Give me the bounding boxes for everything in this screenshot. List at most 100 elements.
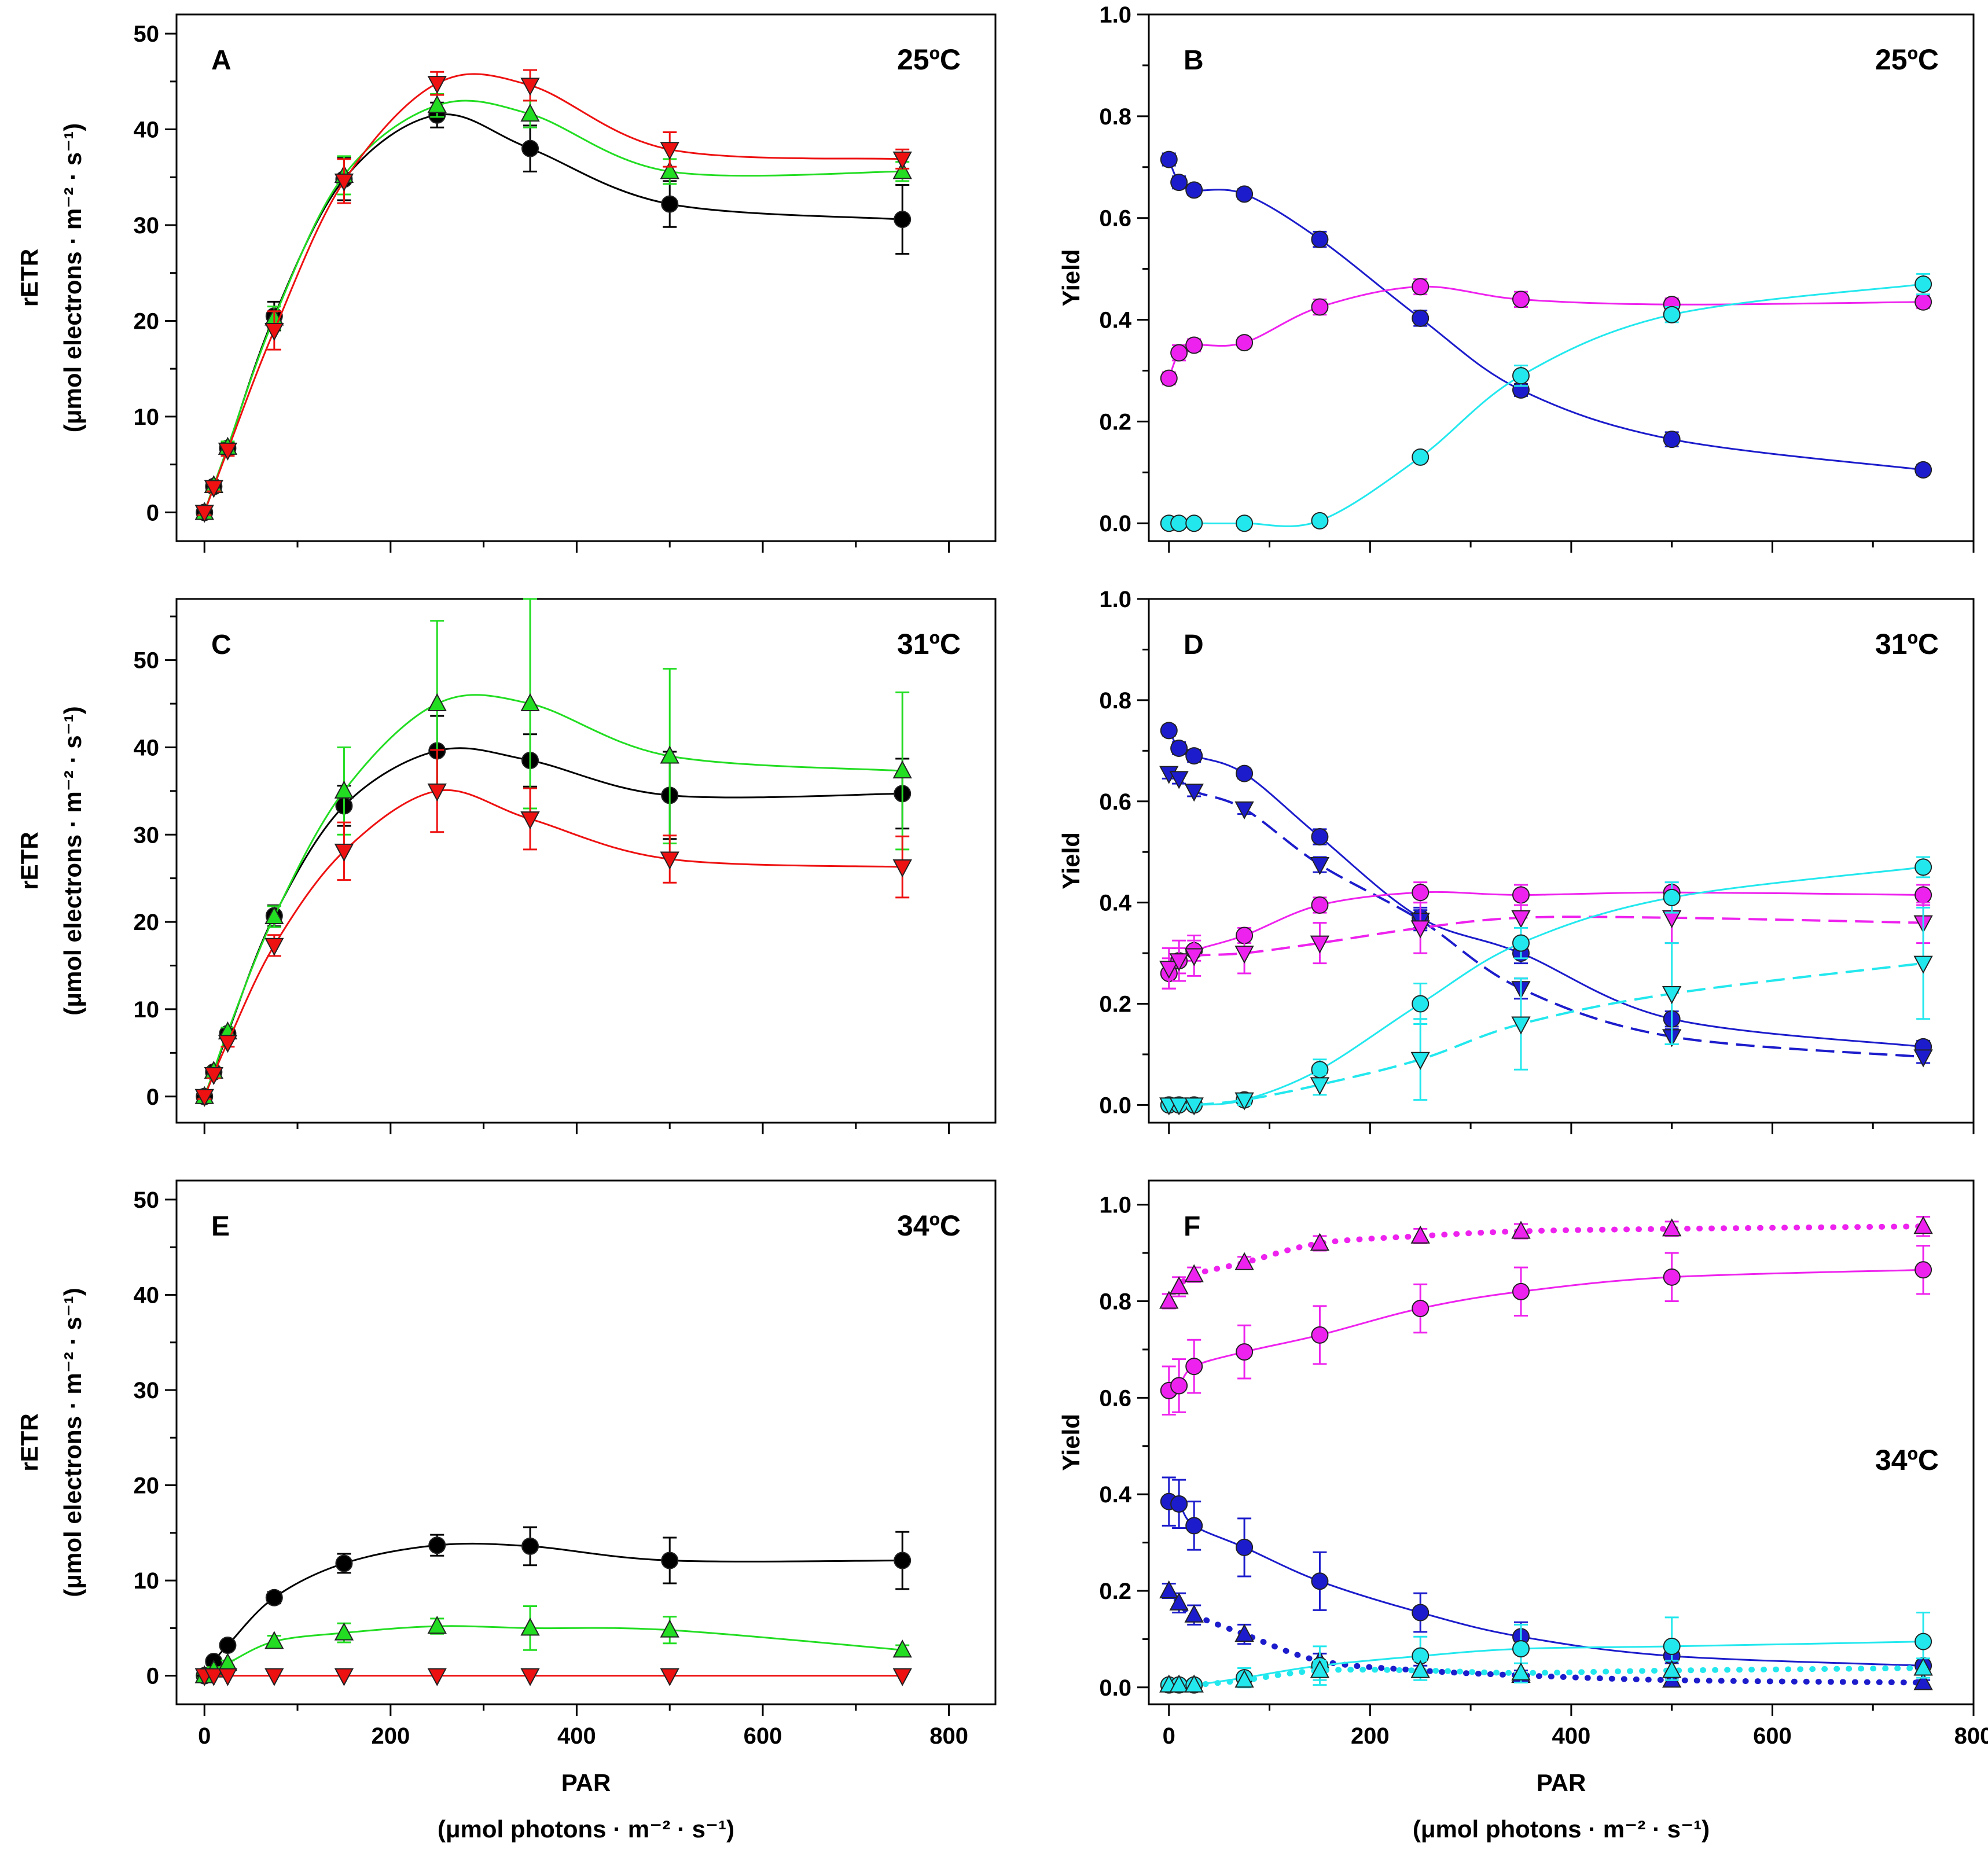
y-axis-title: rETR	[16, 832, 43, 889]
series-line	[1168, 962, 1924, 1107]
data-point	[1914, 293, 1932, 311]
data-point	[1662, 1660, 1682, 1678]
data-point	[1663, 1268, 1681, 1286]
y-tick-label: 0.8	[1099, 688, 1131, 714]
data-point	[204, 1067, 223, 1086]
data-point	[660, 161, 679, 179]
data-point	[1914, 886, 1932, 904]
data-point	[520, 103, 540, 122]
data-point	[894, 1552, 912, 1569]
x-tick-label: 800	[1954, 1723, 1988, 1749]
data-point	[1234, 1092, 1254, 1111]
data-point	[1236, 1343, 1254, 1361]
data-point	[1185, 1517, 1203, 1535]
y-tick-label: 0.2	[1099, 1579, 1131, 1604]
y-tick-label: 0.6	[1099, 789, 1131, 815]
data-point	[1311, 298, 1329, 316]
data-point	[1512, 1640, 1530, 1658]
x-tick-label: 400	[1552, 1723, 1591, 1749]
data-point	[1185, 1358, 1203, 1376]
data-point	[1169, 771, 1189, 789]
data-point	[1512, 291, 1530, 308]
data-point	[427, 95, 447, 113]
data-point	[1170, 1495, 1188, 1513]
y-axis-title: Yield	[1057, 832, 1085, 889]
y-tick-label: 10	[134, 997, 160, 1023]
x-tick-label: 600	[1753, 1723, 1792, 1749]
data-point	[1410, 920, 1430, 939]
y-axis-title: Yield	[1057, 249, 1085, 307]
y-axis-title: Yield	[1057, 1414, 1085, 1471]
data-point	[1511, 910, 1531, 928]
y-tick-label: 0.0	[1099, 1675, 1131, 1701]
data-point	[194, 505, 214, 523]
panel-c: 0 10 20 30 40 50 rETR (μmol electrons · m⁻² · s…	[16, 598, 997, 1134]
data-point	[218, 1035, 238, 1053]
x-tick-label: 0	[198, 1723, 211, 1749]
data-point	[1913, 1216, 1933, 1234]
data-point	[520, 693, 540, 711]
y-tick-label: 1.0	[1099, 2, 1131, 28]
y-tick-label: 30	[134, 213, 160, 238]
data-point	[334, 1668, 354, 1686]
y-tick-label: 50	[134, 648, 160, 674]
data-point	[1310, 1077, 1330, 1095]
data-point	[1159, 1291, 1179, 1309]
series-d-6	[1159, 906, 1933, 1116]
x-axis-units: (μmol photons · m⁻² · s⁻¹)	[1413, 1815, 1710, 1843]
data-point	[1234, 1623, 1254, 1642]
data-point	[520, 1617, 540, 1636]
y-tick-label: 40	[134, 117, 160, 143]
data-point	[660, 745, 679, 764]
panel-d-frame	[1148, 598, 1975, 1124]
data-point	[1511, 1220, 1531, 1239]
data-point	[1184, 1604, 1204, 1623]
panel-letter: A	[211, 45, 231, 76]
data-point	[1184, 1264, 1204, 1282]
x-tick-label: 200	[371, 1723, 410, 1749]
y-tick-label: 40	[134, 735, 160, 760]
data-point	[521, 1537, 539, 1555]
y-tick-label: 0.0	[1099, 511, 1131, 536]
series-b-2	[1160, 278, 1932, 387]
data-point	[1234, 1252, 1254, 1270]
temperature-label: 31ºC	[1875, 628, 1939, 660]
data-point	[427, 1615, 447, 1634]
series-f-6	[1159, 1657, 1933, 1693]
panel-c-frame	[175, 598, 997, 1124]
data-point	[1184, 1097, 1204, 1116]
temperature-label: 34ºC	[1875, 1444, 1939, 1476]
panel-letter: C	[211, 630, 231, 660]
data-point	[1184, 948, 1204, 966]
temperature-label: 25ºC	[1875, 43, 1939, 76]
data-point	[335, 1554, 353, 1572]
data-point	[1310, 1233, 1330, 1251]
data-point	[1512, 934, 1530, 952]
data-point	[661, 195, 679, 213]
series-f-1	[1159, 1216, 1933, 1310]
panel-f-frame	[1148, 1179, 1975, 1705]
data-point	[1160, 369, 1178, 387]
data-point	[1412, 1300, 1430, 1318]
y-tick-label: 0.4	[1099, 1482, 1131, 1508]
x-tick-label: 800	[929, 1723, 968, 1749]
data-point	[1914, 1261, 1932, 1279]
data-point	[1169, 953, 1189, 972]
data-point	[1185, 514, 1203, 532]
data-point	[1170, 739, 1188, 757]
series-e-2	[194, 1605, 912, 1683]
y-tick-label: 0.6	[1099, 206, 1131, 231]
series-d-2	[1159, 766, 1933, 1068]
x-axis-title: PAR	[1537, 1769, 1586, 1796]
data-point	[334, 843, 354, 862]
data-point	[1410, 1225, 1430, 1244]
data-point	[264, 937, 284, 956]
y-tick-label: 20	[134, 910, 160, 935]
data-point	[1512, 367, 1530, 385]
data-point	[1185, 336, 1203, 354]
data-point	[660, 1619, 679, 1638]
y-tick-label: 50	[134, 21, 160, 47]
data-point	[1170, 174, 1188, 192]
y-tick-label: 30	[134, 822, 160, 848]
temperature-label: 25ºC	[897, 43, 961, 76]
